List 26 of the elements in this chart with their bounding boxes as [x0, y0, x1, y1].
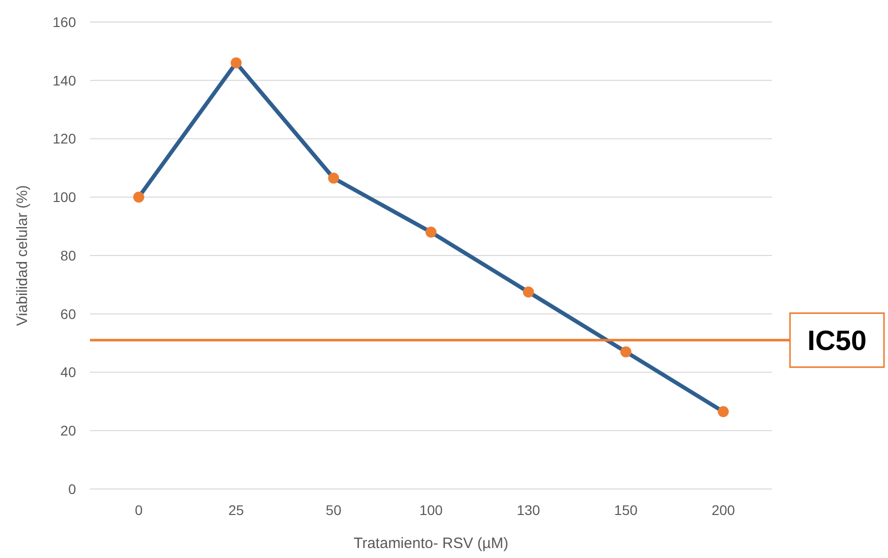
- x-tick-label: 50: [326, 502, 342, 518]
- y-tick-label: 60: [60, 306, 76, 322]
- point: [718, 406, 729, 418]
- x-tick-label: 150: [614, 502, 638, 518]
- ref-line-label: IC50: [807, 324, 867, 356]
- y-tick-label: 80: [60, 247, 76, 264]
- point: [328, 172, 340, 184]
- x-axis-title: Tratamiento- RSV (µM): [354, 535, 508, 552]
- y-tick-label: 160: [52, 14, 76, 30]
- y-tick-label: 20: [60, 422, 76, 439]
- x-tick-label: 130: [516, 502, 540, 518]
- point: [133, 192, 144, 203]
- point: [426, 226, 436, 238]
- point: [230, 57, 242, 68]
- x-tick-label: 100: [419, 502, 443, 518]
- y-tick-label: 120: [52, 130, 76, 147]
- point: [522, 286, 534, 298]
- y-axis-title: Viabilidad celular (%): [14, 185, 31, 326]
- y-tick-label: 0: [68, 480, 76, 497]
- x-tick-label: 25: [228, 502, 244, 518]
- x-tick-label: 0: [134, 502, 143, 518]
- y-tick-label: 100: [52, 189, 76, 206]
- y-tick-label: 40: [60, 364, 76, 380]
- y-tick-label: 140: [52, 72, 76, 88]
- x-tick-label: 200: [712, 502, 736, 518]
- point: [620, 346, 632, 358]
